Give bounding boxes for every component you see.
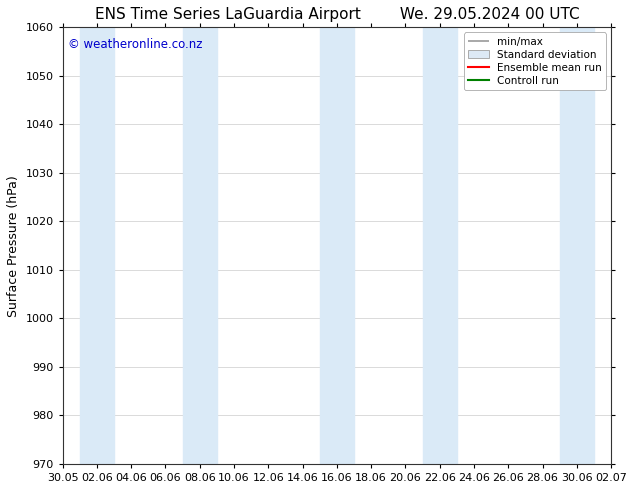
- Y-axis label: Surface Pressure (hPa): Surface Pressure (hPa): [7, 175, 20, 317]
- Title: ENS Time Series LaGuardia Airport        We. 29.05.2024 00 UTC: ENS Time Series LaGuardia Airport We. 29…: [94, 7, 579, 22]
- Bar: [320, 27, 354, 464]
- Bar: [183, 27, 217, 464]
- Bar: [560, 27, 594, 464]
- Bar: [423, 27, 457, 464]
- Text: © weatheronline.co.nz: © weatheronline.co.nz: [68, 38, 203, 51]
- Legend: min/max, Standard deviation, Ensemble mean run, Controll run: min/max, Standard deviation, Ensemble me…: [463, 32, 606, 90]
- Bar: [80, 27, 114, 464]
